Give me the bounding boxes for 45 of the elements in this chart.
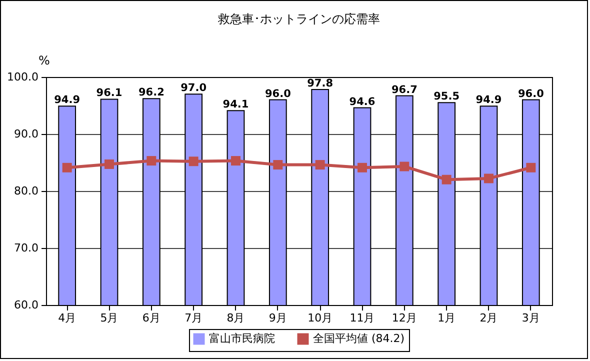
point: [315, 160, 325, 170]
point: [62, 162, 72, 172]
y-tick-label: 80.0: [14, 184, 38, 198]
point: [146, 156, 156, 166]
data-label: 96.0: [264, 88, 291, 100]
x-tick-label: 7月: [184, 312, 203, 324]
data-label: 96.7: [391, 84, 418, 96]
data-label: 94.6: [349, 96, 376, 108]
y-axis-title: %: [38, 54, 50, 68]
data-label: 97.8: [307, 78, 334, 90]
point: [358, 162, 367, 172]
point: [400, 162, 410, 172]
x-tick-label: 1月: [438, 312, 456, 324]
x-tick-label: 9月: [268, 312, 287, 324]
x-tick-label: 5月: [100, 312, 118, 324]
data-label: 94.1: [222, 98, 249, 111]
point: [104, 159, 114, 169]
legend-label: 全国平均値 (84.2): [313, 332, 405, 345]
data-label: 94.9: [476, 94, 502, 106]
point: [526, 162, 536, 172]
y-tick-label: 70.0: [14, 242, 38, 254]
data-label: 95.5: [434, 90, 460, 103]
y-tick-label: 60.0: [14, 298, 38, 312]
chart-title: 救急車･ホットラインの応需率: [217, 12, 380, 26]
data-label: 96.1: [96, 87, 122, 100]
x-tick-label: 2月: [480, 312, 498, 324]
point: [273, 160, 283, 170]
x-tick-label: 4月: [58, 312, 76, 324]
x-tick-label: 12月: [392, 312, 417, 324]
y-tick-label: 100.0: [7, 70, 38, 84]
x-tick-label: 8月: [226, 312, 245, 324]
y-tick-label: 90.0: [14, 128, 38, 140]
data-label: 97.0: [180, 82, 207, 94]
x-tick-label: 6月: [142, 312, 160, 324]
point: [442, 174, 452, 184]
point: [188, 156, 198, 166]
data-label: 96.2: [138, 86, 164, 99]
point: [484, 174, 494, 184]
legend-label: 富山市民病院: [209, 332, 275, 345]
data-label: 96.0: [518, 88, 544, 100]
x-tick-label: 3月: [522, 312, 540, 324]
point: [231, 156, 240, 166]
x-tick-label: 10月: [308, 312, 333, 324]
x-tick-label: 11月: [350, 312, 375, 324]
data-label: 94.9: [54, 94, 80, 106]
